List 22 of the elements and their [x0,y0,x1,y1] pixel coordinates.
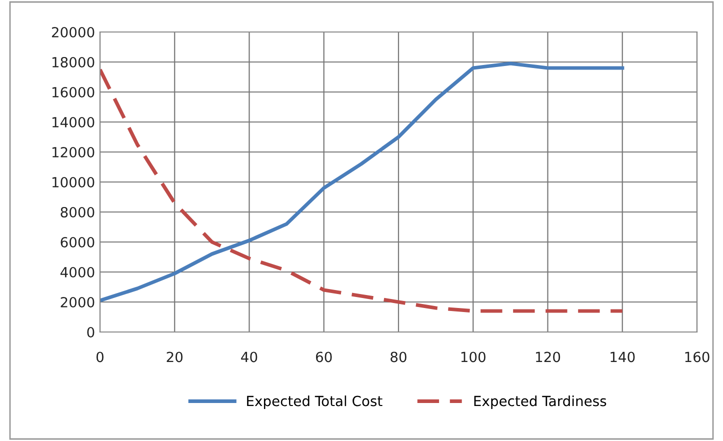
x-tick-label: 140 [610,352,635,362]
y-tick-label: 4000 [60,266,94,278]
x-tick-label: 60 [316,352,332,362]
y-tick-label: 14000 [52,116,94,128]
x-tick-label: 80 [390,352,406,362]
x-tick-label: 120 [536,352,560,362]
y-tick-label: 8000 [60,206,94,218]
y-tick-label: 6000 [60,236,94,248]
y-tick-label: 16000 [52,86,94,98]
y-tick-label: 20000 [52,26,94,38]
y-tick-label: 18000 [52,56,94,68]
legend-label: Expected Tardiness [474,396,606,409]
x-tick-label: 20 [166,352,183,362]
y-tick-label: 12000 [52,146,94,158]
y-tick-label: 0 [87,326,94,338]
legend-label: Expected Total Cost [247,396,382,409]
x-tick-label: 100 [461,352,486,362]
y-tick-label: 2000 [60,296,94,308]
x-tick-label: 0 [96,352,104,362]
x-tick-label: 40 [241,352,258,362]
y-tick-label: 10000 [52,176,94,188]
x-tick-label: 160 [685,352,710,362]
